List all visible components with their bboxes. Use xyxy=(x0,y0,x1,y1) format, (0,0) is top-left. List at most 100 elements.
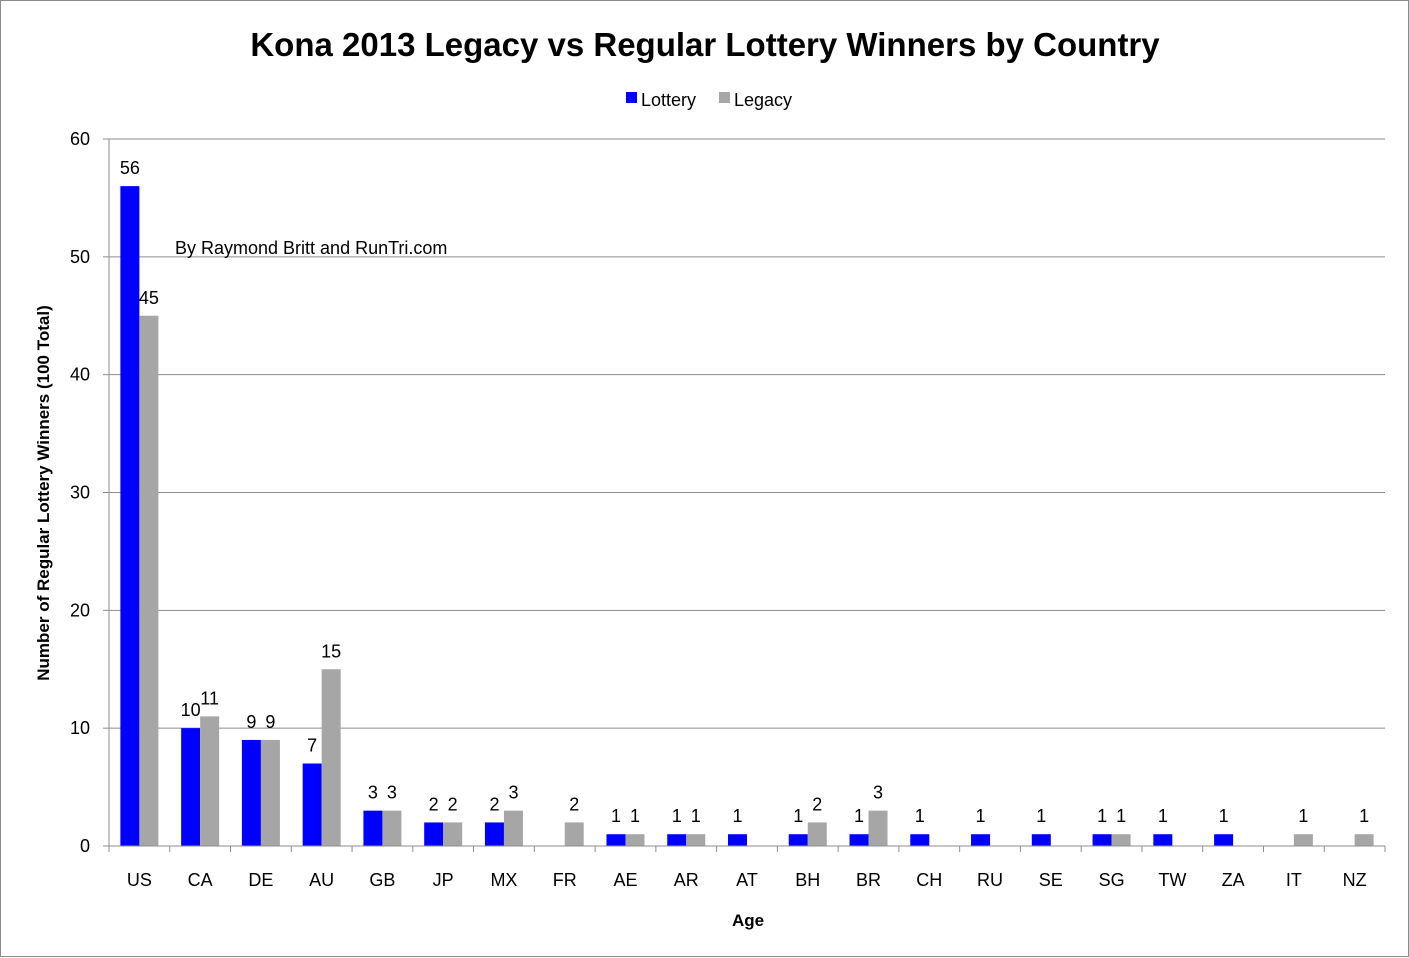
bar-lottery xyxy=(1093,834,1112,846)
bar-lottery xyxy=(667,834,686,846)
x-tick-label: AE xyxy=(613,870,637,890)
x-tick-label: NZ xyxy=(1343,870,1367,890)
bar-legacy xyxy=(1355,834,1374,846)
data-label-legacy: 2 xyxy=(569,794,579,814)
bar-lottery xyxy=(606,834,625,846)
bar-legacy xyxy=(261,740,280,846)
x-tick-label: IT xyxy=(1286,870,1302,890)
data-label-lottery: 7 xyxy=(307,736,317,756)
data-label-lottery: 1 xyxy=(1219,806,1229,826)
data-label-legacy: 11 xyxy=(200,688,219,708)
data-label-lottery: 1 xyxy=(1097,806,1107,826)
bar-lottery xyxy=(303,764,322,846)
data-label-lottery: 1 xyxy=(672,806,682,826)
bar-lottery xyxy=(363,811,382,846)
bar-lottery xyxy=(485,822,504,846)
data-label-legacy: 2 xyxy=(812,794,822,814)
x-tick-label: FR xyxy=(553,870,577,890)
x-tick-label: GB xyxy=(369,870,395,890)
credit-annotation: By Raymond Britt and RunTri.com xyxy=(175,238,447,258)
bar-lottery xyxy=(971,834,990,846)
data-label-lottery: 2 xyxy=(489,794,499,814)
y-tick-label: 30 xyxy=(70,483,90,503)
bar-legacy xyxy=(504,811,523,846)
bar-legacy xyxy=(1112,834,1131,846)
x-tick-label: MX xyxy=(490,870,517,890)
legend-swatch-legacy xyxy=(719,92,730,103)
x-tick-label: US xyxy=(127,870,152,890)
bar-lottery xyxy=(850,834,869,846)
bar-legacy xyxy=(200,716,219,846)
bar-legacy xyxy=(1294,834,1313,846)
x-tick-label: BR xyxy=(856,870,881,890)
data-label-legacy: 1 xyxy=(1116,806,1126,826)
data-label-legacy: 3 xyxy=(873,783,883,803)
bar-lottery xyxy=(789,834,808,846)
bar-legacy xyxy=(808,822,827,846)
bar-lottery xyxy=(728,834,747,846)
bar-lottery xyxy=(424,822,443,846)
bar-lottery xyxy=(1153,834,1172,846)
x-tick-label: TW xyxy=(1158,870,1186,890)
y-tick-label: 0 xyxy=(80,836,90,856)
x-tick-label: CH xyxy=(916,870,942,890)
x-tick-label: SG xyxy=(1099,870,1125,890)
x-tick-label: ZA xyxy=(1222,870,1245,890)
chart-frame: Kona 2013 Legacy vs Regular Lottery Winn… xyxy=(0,0,1409,957)
data-label-legacy: 1 xyxy=(691,806,701,826)
chart: Kona 2013 Legacy vs Regular Lottery Winn… xyxy=(1,1,1409,958)
data-label-legacy: 1 xyxy=(1359,806,1369,826)
x-tick-label: RU xyxy=(977,870,1003,890)
y-tick-label: 60 xyxy=(70,129,90,149)
x-tick-label: JP xyxy=(433,870,454,890)
x-tick-label: AT xyxy=(736,870,758,890)
x-tick-label: AR xyxy=(674,870,699,890)
x-tick-label: SE xyxy=(1039,870,1063,890)
data-label-legacy: 3 xyxy=(508,783,518,803)
bar-legacy xyxy=(139,316,158,846)
data-label-legacy: 2 xyxy=(448,794,458,814)
bar-legacy xyxy=(625,834,644,846)
y-tick-label: 10 xyxy=(70,718,90,738)
data-label-legacy: 3 xyxy=(387,783,397,803)
x-tick-label: DE xyxy=(248,870,273,890)
data-label-lottery: 1 xyxy=(915,806,925,826)
bar-legacy xyxy=(565,822,584,846)
y-tick-label: 50 xyxy=(70,247,90,267)
bar-lottery xyxy=(1032,834,1051,846)
data-label-lottery: 9 xyxy=(246,712,256,732)
chart-title: Kona 2013 Legacy vs Regular Lottery Winn… xyxy=(250,26,1160,63)
legend-swatch-lottery xyxy=(626,92,637,103)
data-label-legacy: 1 xyxy=(1298,806,1308,826)
data-label-lottery: 1 xyxy=(1036,806,1046,826)
bar-lottery xyxy=(181,728,200,846)
data-label-lottery: 10 xyxy=(181,700,201,720)
bar-lottery xyxy=(910,834,929,846)
legend-label-lottery: Lottery xyxy=(641,90,696,110)
bar-legacy xyxy=(686,834,705,846)
data-label-legacy: 45 xyxy=(139,288,159,308)
bar-legacy xyxy=(443,822,462,846)
bar-lottery xyxy=(1214,834,1233,846)
y-tick-label: 20 xyxy=(70,600,90,620)
grid-lines xyxy=(109,139,1385,728)
data-label-legacy: 15 xyxy=(321,641,341,661)
x-tick-label: AU xyxy=(309,870,334,890)
data-label-legacy: 9 xyxy=(265,712,275,732)
x-tick-label: CA xyxy=(188,870,213,890)
bar-legacy xyxy=(869,811,888,846)
bar-lottery xyxy=(242,740,261,846)
legend-label-legacy: Legacy xyxy=(734,90,792,110)
data-label-lottery: 1 xyxy=(793,806,803,826)
y-axis-title: Number of Regular Lottery Winners (100 T… xyxy=(34,305,53,680)
x-tick-label: BH xyxy=(795,870,820,890)
legend: Lottery Legacy xyxy=(626,90,792,110)
data-label-lottery: 1 xyxy=(732,806,742,826)
y-tick-label: 40 xyxy=(70,365,90,385)
data-label-lottery: 1 xyxy=(1158,806,1168,826)
bar-legacy xyxy=(382,811,401,846)
data-label-lottery: 1 xyxy=(976,806,986,826)
data-label-lottery: 1 xyxy=(854,806,864,826)
data-label-lottery: 3 xyxy=(368,783,378,803)
data-label-lottery: 1 xyxy=(611,806,621,826)
